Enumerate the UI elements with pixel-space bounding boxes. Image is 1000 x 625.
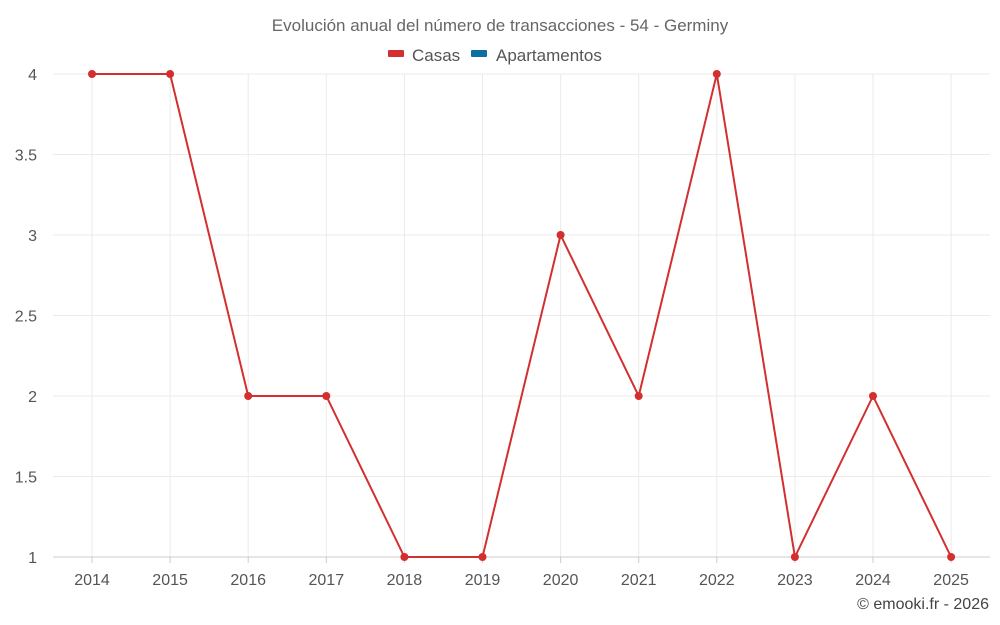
x-tick-label: 2018 (387, 572, 423, 589)
x-tick-label: 2025 (933, 572, 969, 589)
y-tick-label: 3.5 (15, 148, 37, 165)
data-point-casas[interactable] (556, 231, 565, 239)
legend-swatch-casas[interactable] (388, 50, 404, 57)
data-point-casas[interactable] (322, 392, 331, 400)
x-tick-label: 2022 (699, 572, 735, 589)
data-point-casas[interactable] (400, 553, 409, 561)
chart-title: Evolución anual del número de transaccio… (272, 16, 729, 35)
data-point-casas[interactable] (712, 70, 721, 78)
y-tick-label: 2.5 (15, 309, 37, 326)
y-tick-label: 2 (28, 389, 37, 406)
credit: © emooki.fr - 2026 (857, 596, 989, 613)
x-tick-label: 2021 (621, 572, 657, 589)
y-grid (53, 73, 990, 477)
y-tick-label: 4 (28, 67, 37, 84)
data-point-casas[interactable] (869, 392, 877, 400)
legend-label-apartamentos[interactable]: Apartamentos (496, 46, 602, 65)
data-point-casas[interactable] (478, 553, 487, 561)
x-tick-label: 2019 (465, 572, 501, 589)
x-tick-label: 2016 (230, 572, 266, 589)
series-casas (88, 70, 956, 561)
x-tick-label: 2014 (74, 572, 110, 589)
legend-swatch-apartamentos[interactable] (471, 50, 487, 57)
y-tick-label: 1 (28, 550, 37, 567)
y-axis-ticks: 1 1.5 2 2.5 3 3.5 4 (15, 67, 37, 567)
x-axis-ticks: 2014 2015 2016 2017 2018 2019 2020 2021 2022 2023… (74, 557, 969, 589)
series-line-casas (92, 73, 952, 558)
x-tick-label: 2024 (855, 572, 891, 589)
data-point-casas[interactable] (244, 392, 253, 400)
y-tick-label: 1.5 (15, 470, 37, 487)
x-tick-label: 2020 (543, 572, 579, 589)
data-point-casas[interactable] (790, 553, 799, 561)
data-point-casas[interactable] (634, 392, 643, 400)
y-tick-label: 3 (28, 228, 37, 245)
x-tick-label: 2017 (309, 572, 345, 589)
x-tick-label: 2023 (777, 572, 813, 589)
legend-label-casas[interactable]: Casas (412, 46, 460, 65)
data-point-casas[interactable] (166, 70, 175, 78)
data-point-casas[interactable] (947, 553, 956, 561)
data-point-casas[interactable] (88, 70, 96, 78)
x-tick-label: 2015 (152, 572, 188, 589)
legend: Casas Apartamentos (388, 46, 602, 65)
x-grid (91, 74, 952, 557)
